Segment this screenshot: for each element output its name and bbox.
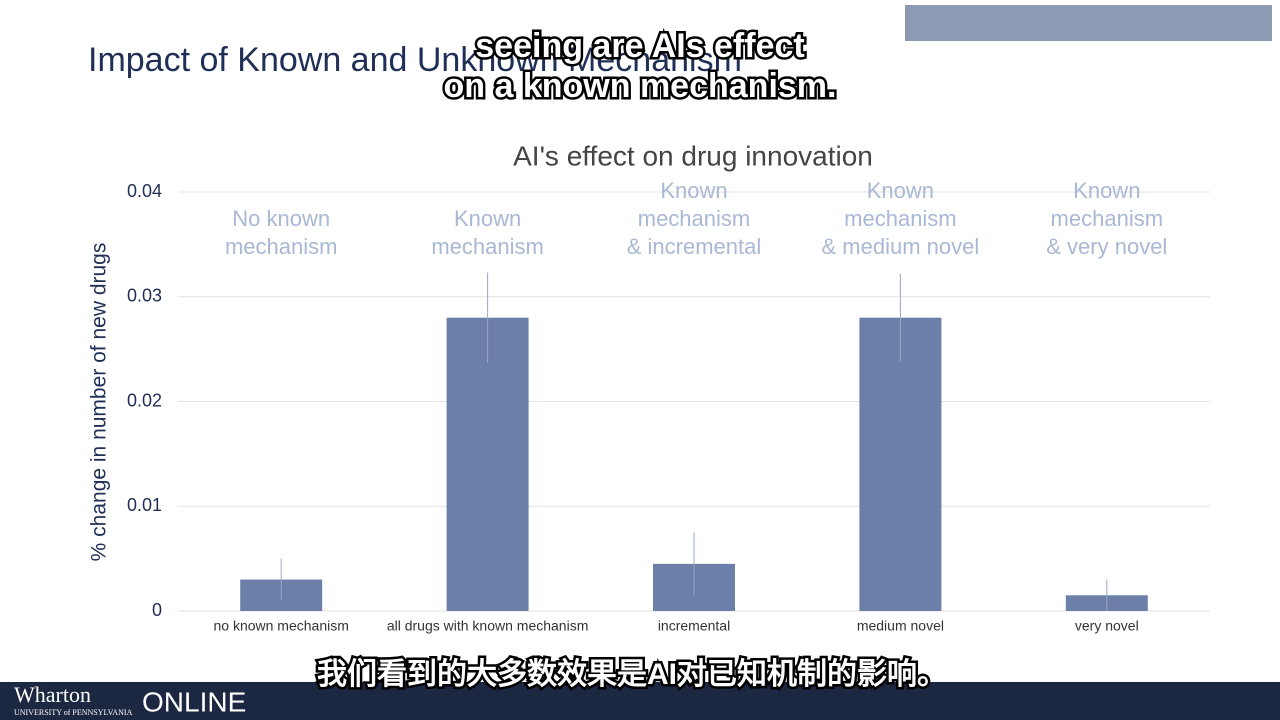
x-tick-label: medium novel	[857, 618, 944, 634]
x-tick-label: all drugs with known mechanism	[387, 618, 589, 634]
bar-annotation: Known	[867, 178, 934, 203]
bar	[859, 317, 942, 611]
caption-line: seeing are AIs effect	[475, 27, 804, 65]
caption-line: on a known mechanism.	[444, 67, 837, 105]
bar-annotation: Known	[1073, 178, 1140, 203]
bar-annotation: mechanism	[431, 234, 543, 259]
logo-university: UNIVERSITY of PENNSYLVANIA	[14, 708, 133, 717]
y-tick-label: 0.01	[127, 495, 162, 515]
bar-annotation: & incremental	[627, 234, 762, 259]
y-tick-label: 0.04	[127, 181, 162, 201]
top-box	[905, 5, 1272, 41]
bar-annotation: mechanism	[638, 206, 750, 231]
logo-online: ONLINE	[142, 686, 246, 717]
bar-annotation: mechanism	[844, 206, 956, 231]
slide-title: Impact of Known and Unknown Mechanism	[88, 41, 742, 79]
bar-annotation: & medium novel	[822, 234, 980, 259]
caption-chinese: 我们看到的大多数效果是AI对已知机制的影响。	[317, 658, 947, 691]
y-tick-label: 0.02	[127, 390, 162, 410]
logo-name: Wharton	[14, 682, 91, 707]
footer-bar	[0, 682, 1280, 720]
bar-annotation: mechanism	[225, 234, 337, 259]
bar	[446, 317, 529, 611]
plot: 0 0.01 0.02 0.03 0.04 no known mechanism No kn…	[127, 178, 1210, 634]
x-tick-label: very novel	[1075, 618, 1139, 634]
x-tick-label: no known mechanism	[213, 618, 348, 634]
bar-annotation: mechanism	[1051, 206, 1163, 231]
y-tick-label: 0	[152, 600, 162, 620]
y-axis-label: % change in number of new drugs	[88, 243, 111, 562]
chart-title: AI's effect on drug innovation	[513, 140, 873, 171]
y-tick-label: 0.03	[127, 286, 162, 306]
bar-annotation: & very novel	[1046, 234, 1167, 259]
bar-annotation: Known	[660, 178, 727, 203]
bar-annotation: Known	[454, 206, 521, 231]
bar-annotation: No known	[232, 206, 330, 231]
x-tick-label: incremental	[658, 618, 730, 634]
